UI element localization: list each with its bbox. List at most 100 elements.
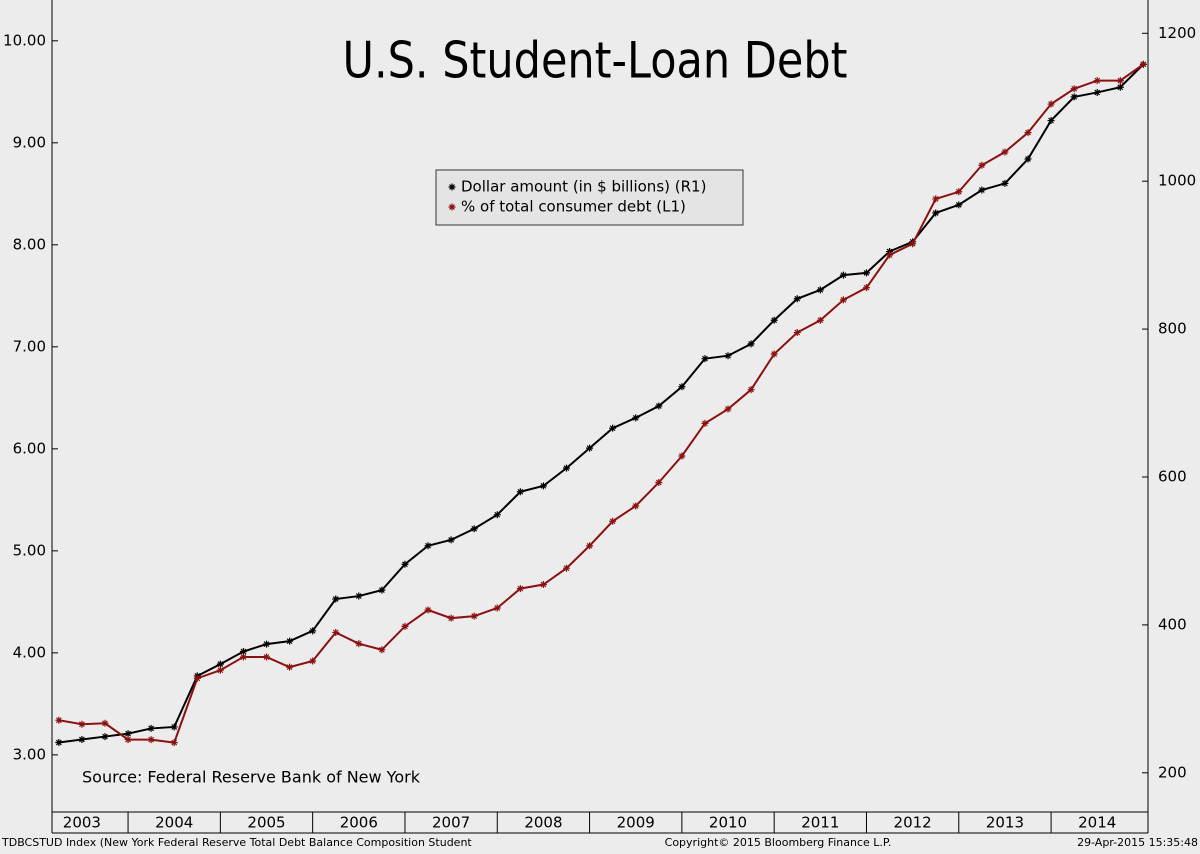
point-marker: [539, 482, 547, 490]
point-marker: [1047, 117, 1055, 125]
legend-label: Dollar amount (in $ billions) (R1): [461, 178, 706, 196]
point-marker: [447, 536, 455, 544]
point-marker: [193, 674, 201, 682]
point-marker: [932, 195, 940, 203]
point-marker: [1093, 77, 1101, 85]
x-tick-label: 2014: [1078, 814, 1116, 832]
chart-title: U.S. Student-Loan Debt: [343, 31, 848, 89]
y-tick-label: 8.00: [13, 235, 46, 253]
point-marker: [447, 614, 455, 622]
footer-right: 29-Apr-2015 15:35:48: [1077, 836, 1198, 849]
x-tick-label: 2007: [432, 814, 470, 832]
footer-center: Copyright© 2015 Bloomberg Finance L.P.: [665, 836, 892, 849]
point-marker: [701, 355, 709, 363]
point-marker: [286, 663, 294, 671]
point-marker: [770, 316, 778, 324]
x-tick-label: 2011: [801, 814, 839, 832]
x-tick-label: 2013: [986, 814, 1024, 832]
point-marker: [78, 720, 86, 728]
point-marker: [216, 660, 224, 668]
point-marker: [424, 542, 432, 550]
point-marker: [239, 653, 247, 661]
point-marker: [655, 479, 663, 487]
legend-label: % of total consumer debt (L1): [461, 198, 686, 216]
point-marker: [332, 595, 340, 603]
point-marker: [55, 738, 63, 746]
y-tick-label: 3.00: [13, 745, 46, 763]
annotation: Source: Federal Reserve Bank of New York: [82, 768, 421, 787]
point-marker: [101, 733, 109, 741]
point-marker: [516, 585, 524, 593]
point-marker: [978, 161, 986, 169]
point-marker: [747, 386, 755, 394]
point-marker: [586, 542, 594, 550]
point-marker: [678, 383, 686, 391]
y2-tick-label: 400: [1158, 615, 1187, 633]
x-tick-label: 2009: [617, 814, 655, 832]
point-marker: [678, 452, 686, 460]
point-marker: [1116, 77, 1124, 85]
series-line: [58, 63, 1144, 744]
point-marker: [1070, 93, 1078, 101]
x-tick-label: 2010: [709, 814, 747, 832]
legend-marker: [448, 203, 456, 211]
point-marker: [839, 271, 847, 279]
point-marker: [793, 329, 801, 337]
point-marker: [286, 637, 294, 645]
point-marker: [1024, 129, 1032, 137]
point-marker: [562, 464, 570, 472]
point-marker: [124, 730, 132, 738]
point-marker: [263, 653, 271, 661]
y-tick-label: 5.00: [13, 541, 46, 559]
point-marker: [701, 419, 709, 427]
y-tick-label: 9.00: [13, 133, 46, 151]
point-marker: [724, 352, 732, 360]
y2-tick-label: 600: [1158, 467, 1187, 485]
point-marker: [816, 286, 824, 294]
point-marker: [493, 511, 501, 519]
point-marker: [1093, 88, 1101, 96]
point-marker: [1139, 60, 1147, 68]
x-tick-label: 2004: [155, 814, 193, 832]
point-marker: [609, 424, 617, 432]
series-line: [58, 63, 1145, 744]
point-marker: [1047, 100, 1055, 108]
point-marker: [909, 240, 917, 248]
point-marker: [309, 627, 317, 635]
point-marker: [955, 188, 963, 196]
point-marker: [147, 736, 155, 744]
y2-tick-label: 800: [1158, 320, 1187, 338]
point-marker: [886, 251, 894, 259]
point-marker: [839, 296, 847, 304]
point-marker: [170, 739, 178, 747]
y-tick-label: 6.00: [13, 439, 46, 457]
point-marker: [793, 295, 801, 303]
point-marker: [124, 736, 132, 744]
point-marker: [470, 612, 478, 620]
point-marker: [562, 564, 570, 572]
point-marker: [816, 316, 824, 324]
point-marker: [609, 517, 617, 525]
point-marker: [1001, 179, 1009, 187]
point-marker: [101, 719, 109, 727]
point-marker: [516, 488, 524, 496]
x-tick-label: 2003: [63, 814, 101, 832]
point-marker: [1024, 155, 1032, 163]
point-marker: [263, 640, 271, 648]
point-marker: [170, 723, 178, 731]
point-marker: [1116, 83, 1124, 91]
point-marker: [424, 606, 432, 614]
point-marker: [747, 340, 755, 348]
point-marker: [632, 502, 640, 510]
y-tick-label: 10.00: [3, 31, 46, 49]
point-marker: [632, 414, 640, 422]
point-marker: [1070, 85, 1078, 93]
point-marker: [655, 402, 663, 410]
point-marker: [355, 592, 363, 600]
point-marker: [401, 622, 409, 630]
x-tick-label: 2006: [340, 814, 378, 832]
point-marker: [239, 648, 247, 656]
